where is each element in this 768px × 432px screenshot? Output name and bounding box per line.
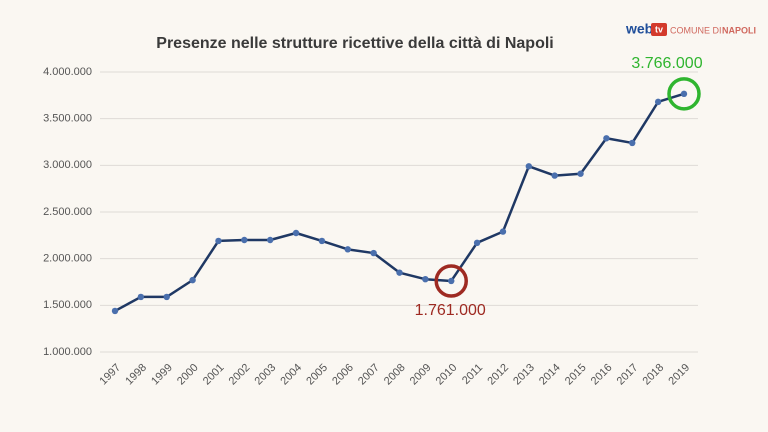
- point: [370, 249, 377, 257]
- y-tick-label: 2.500.000: [43, 206, 92, 218]
- point: [189, 276, 196, 284]
- y-tick-label: 1.500.000: [43, 299, 92, 311]
- point: [137, 293, 145, 301]
- point: [266, 236, 274, 244]
- point: [551, 172, 558, 179]
- y-tick-label: 1.000.000: [43, 346, 92, 358]
- point: [344, 246, 351, 253]
- highlight-ring: [667, 77, 701, 111]
- point: [499, 228, 507, 235]
- y-tick-label: 2.000.000: [43, 253, 92, 265]
- point: [654, 98, 662, 106]
- logo-web: web: [625, 21, 653, 37]
- point: [318, 237, 326, 245]
- point: [111, 307, 119, 315]
- point: [396, 269, 403, 276]
- chart-title: Presenze nelle strutture ricettive della…: [156, 35, 553, 52]
- point: [629, 139, 636, 147]
- point: [577, 170, 584, 177]
- value-label: 1.761.000: [415, 302, 486, 319]
- logo-comune: COMUNE DI: [670, 25, 722, 35]
- point: [422, 276, 429, 283]
- logo-tv-box: [651, 23, 667, 36]
- y-tick-label: 4.000.000: [43, 66, 92, 78]
- highlight-ring: [434, 264, 468, 298]
- point: [292, 229, 300, 237]
- point: [448, 277, 455, 285]
- value-label: 3.766.000: [631, 55, 702, 72]
- point: [241, 236, 248, 244]
- y-tick-label: 3.500.000: [43, 113, 92, 125]
- point: [680, 90, 688, 98]
- point: [525, 163, 533, 170]
- point: [215, 237, 222, 245]
- point: [603, 135, 610, 142]
- y-tick-label: 3.000.000: [43, 159, 92, 171]
- logo-city: NAPOLI: [722, 25, 756, 35]
- point: [473, 239, 481, 246]
- logo-tv: tv: [655, 24, 663, 34]
- point: [163, 293, 170, 301]
